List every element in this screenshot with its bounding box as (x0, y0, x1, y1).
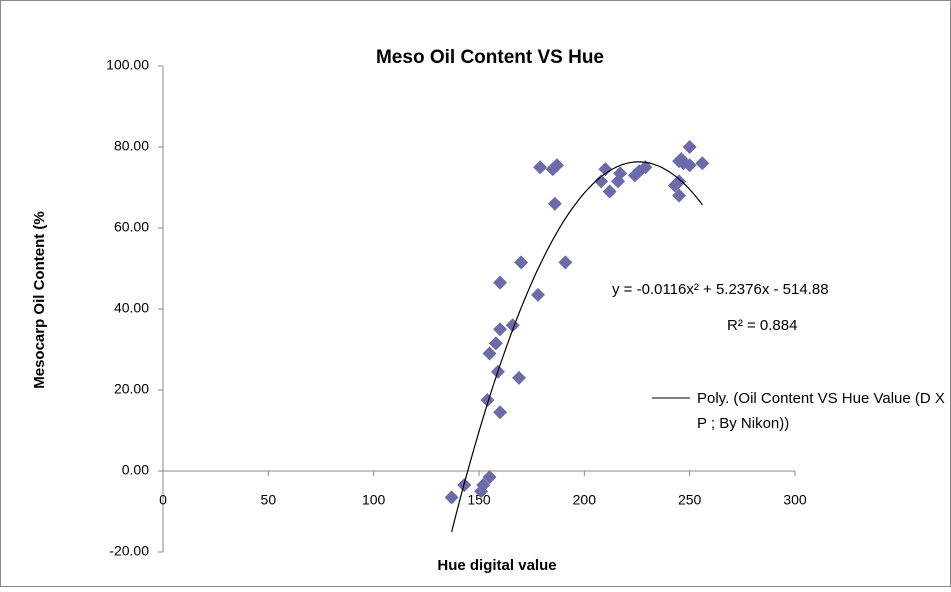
point (533, 160, 548, 175)
point (493, 275, 508, 290)
point (598, 162, 613, 177)
x-tick-label: 50 (261, 492, 277, 508)
point (493, 405, 508, 420)
x-tick-label: 150 (467, 492, 491, 508)
point (547, 196, 562, 211)
point (549, 158, 564, 173)
point (613, 166, 628, 181)
y-tick-label: 80.00 (114, 138, 149, 154)
y-tick-label: 20.00 (114, 381, 149, 397)
trendline (451, 161, 703, 533)
y-tick-label: 60.00 (114, 219, 149, 235)
y-tick-label: 100.00 (106, 57, 149, 73)
point (682, 140, 697, 154)
trend-r2: R² = 0.884 (727, 317, 797, 334)
y-tick-label: -20.00 (109, 543, 149, 559)
point (672, 188, 687, 203)
point (602, 184, 617, 199)
x-tick-label: 200 (573, 492, 597, 508)
point (493, 322, 508, 337)
point (558, 255, 573, 270)
point (476, 478, 491, 493)
point (672, 174, 687, 189)
point (594, 174, 609, 189)
x-axis-title: Hue digital value (437, 557, 556, 574)
point (695, 156, 710, 171)
legend-label: Poly. (Oil Content VS Hue Value (D X P ;… (697, 390, 945, 432)
y-tick-label: 0.00 (122, 462, 149, 478)
x-tick-label: 0 (159, 492, 167, 508)
point (682, 158, 697, 173)
point (512, 370, 527, 385)
x-tick-label: 100 (362, 492, 386, 508)
x-tick-label: 300 (783, 492, 807, 508)
point (444, 490, 459, 505)
chart-title: Meso Oil Content VS Hue (376, 47, 604, 68)
point (638, 160, 653, 175)
y-axis-title: Mesocarp Oil Content (% (31, 211, 48, 389)
point (530, 287, 545, 302)
trend-equation: y = -0.0116x² + 5.2376x - 514.88 (612, 281, 829, 298)
y-tick-label: 40.00 (114, 300, 149, 316)
point (482, 470, 497, 485)
point (482, 346, 497, 361)
point (488, 336, 503, 351)
x-tick-label: 250 (678, 492, 702, 508)
point (480, 393, 495, 408)
point (514, 255, 529, 270)
